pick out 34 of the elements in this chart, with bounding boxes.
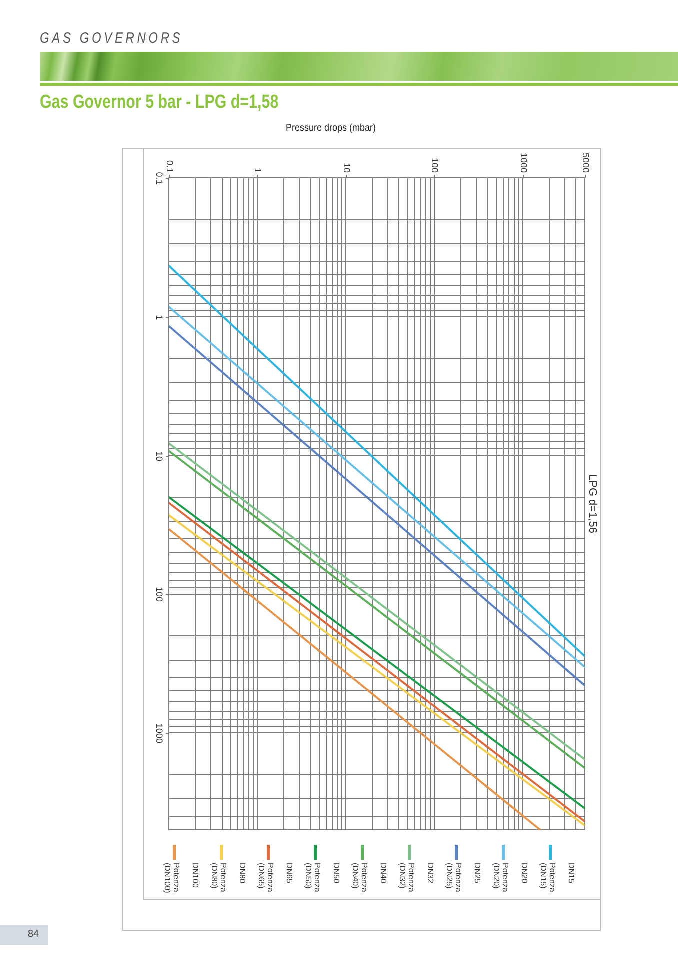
x-tick-label: 1 — [253, 168, 264, 173]
legend-label: Potenza (DN65) — [257, 863, 275, 892]
y-tick-label: 1000 — [154, 723, 165, 744]
legend-label: Potenza (DN15) — [539, 863, 557, 892]
text: DN15 — [567, 863, 576, 884]
text: DN50 — [332, 863, 341, 884]
y-tick-label: 100 — [154, 586, 165, 602]
legend-label: Potenza (DN20) — [492, 863, 510, 892]
text: DN32 — [426, 863, 435, 884]
x-tick-label: 0.1 — [165, 160, 176, 173]
chart-title: Gas Governor 5 bar - LPG d=1,58 — [40, 92, 279, 113]
y-tick-label: 1 — [154, 314, 165, 320]
x-tick-label: 1000 — [519, 152, 530, 173]
text: GAS GOVERNORS — [40, 30, 184, 47]
legend-label: Potenza (DN50) — [304, 863, 322, 892]
legend-label: Potenza (DN25) — [445, 863, 463, 892]
text: DN25 — [473, 863, 482, 884]
text: LPG d=1,56 — [586, 474, 598, 534]
legend-label: Potenza (DN100) — [163, 863, 181, 894]
text: 84 — [28, 929, 40, 940]
text: DN20 — [520, 863, 529, 884]
x-tick-label: 5000 — [581, 152, 592, 173]
y-tick-label: 0.1 — [154, 172, 165, 185]
text: DN65 — [285, 863, 294, 884]
text: DN100 — [191, 863, 200, 888]
legend-label: Potenza (DN40) — [351, 863, 369, 892]
legend-label: Potenza (DN80) — [210, 863, 228, 892]
x-tick-label: 100 — [430, 158, 440, 173]
text: DN40 — [379, 863, 388, 884]
legend-label: Potenza (DN32) — [398, 863, 416, 892]
text: DN80 — [238, 863, 247, 884]
x-axis-title: Pressure drops (mbar) — [286, 123, 376, 134]
x-tick-label: 10 — [342, 162, 352, 173]
y-tick-label: 10 — [154, 451, 165, 462]
